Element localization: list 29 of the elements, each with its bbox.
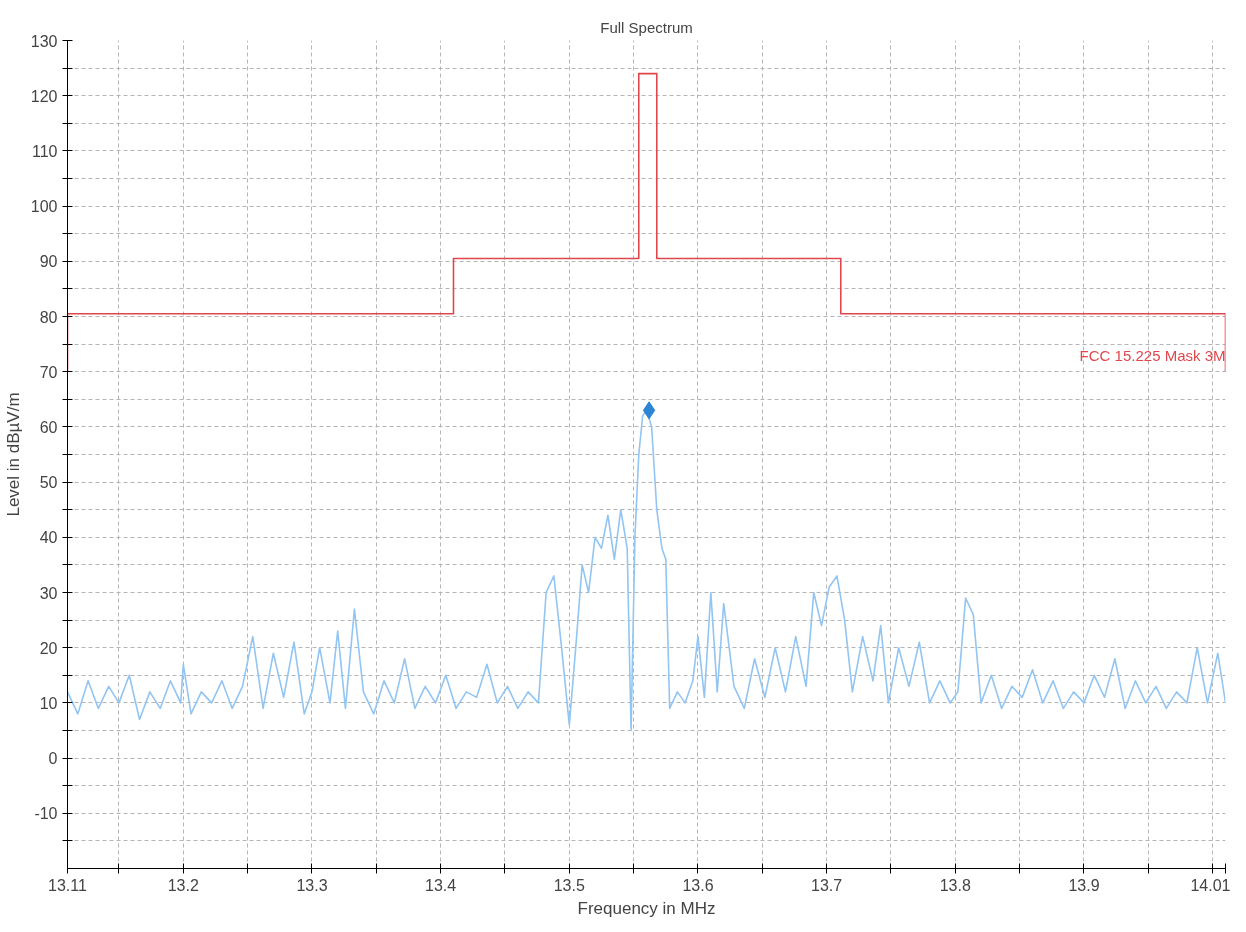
y-tick-label: 20 [39, 639, 58, 657]
y-axis-title: Level in dBµV/m [3, 392, 23, 517]
y-tick-label: 120 [30, 87, 58, 105]
x-tick-label: 13.4 [425, 876, 457, 894]
y-tick-label: 80 [39, 308, 58, 326]
x-axis-title: Frequency in MHz [577, 898, 716, 918]
x-tick-label: 13.9 [1068, 876, 1100, 894]
y-tick-label: 60 [39, 418, 58, 436]
y-tick-label: 50 [39, 474, 58, 492]
y-tick-label: 70 [39, 363, 58, 381]
y-tick-label: 100 [30, 198, 58, 216]
y-tick-label: 130 [30, 32, 58, 50]
x-tick-label: 13.5 [553, 876, 585, 894]
y-tick-label: 0 [48, 750, 58, 768]
chart-title: Full Spectrum [600, 18, 693, 36]
y-tick-label: 30 [39, 584, 58, 602]
x-tick-label: 14.01 [1190, 876, 1231, 894]
x-tick-label: 13.7 [811, 876, 843, 894]
y-tick-label: 10 [39, 694, 58, 712]
y-tick-label: -10 [34, 805, 58, 823]
y-tick-label: 90 [39, 253, 58, 271]
annotation: FCC 15.225 Mask 3M [1079, 346, 1226, 364]
x-tick-label: 13.2 [167, 876, 199, 894]
x-tick-label: 13.6 [682, 876, 714, 894]
x-tick-label: 13.3 [296, 876, 328, 894]
y-tick-label: 110 [31, 142, 58, 160]
x-tick-label: 13.11 [48, 876, 88, 894]
x-tick-label: 13.8 [939, 876, 971, 894]
y-tick-label: 40 [39, 529, 58, 547]
